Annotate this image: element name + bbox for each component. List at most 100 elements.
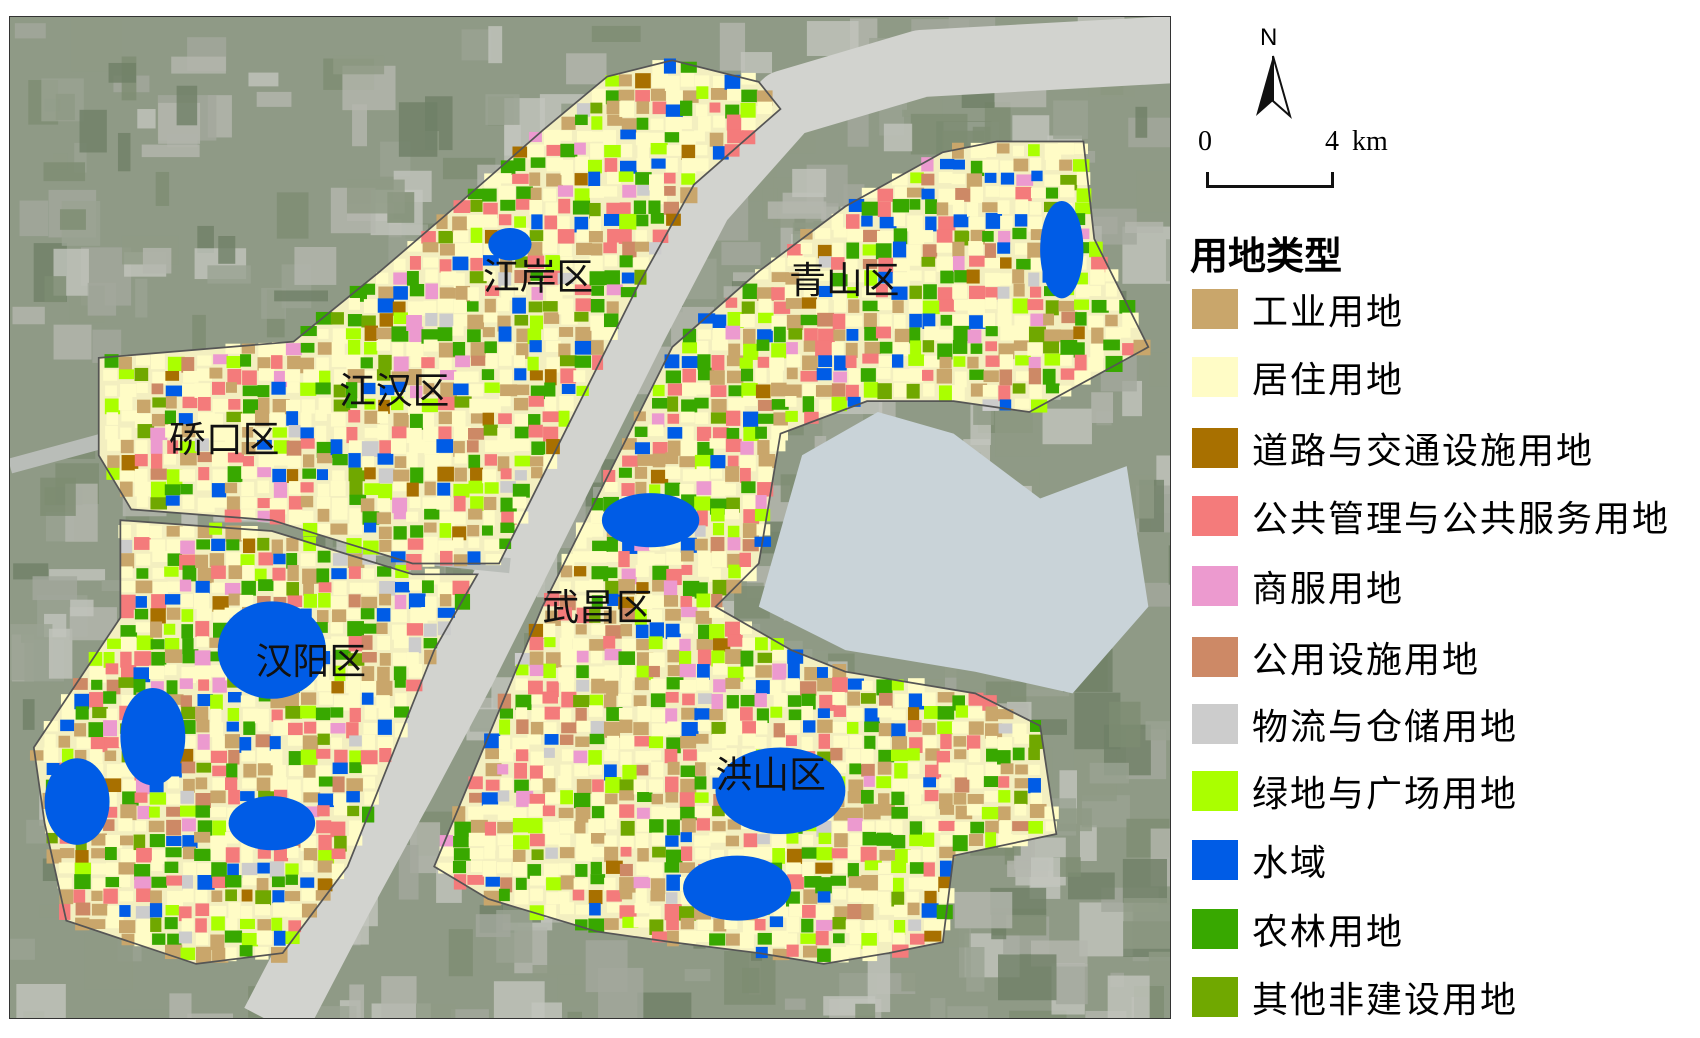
land-parcel [209,367,223,379]
land-parcel [906,187,925,198]
land-parcel [921,173,935,186]
land-parcel [104,737,120,749]
land-parcel [634,677,649,691]
land-parcel [164,649,183,663]
land-parcel [60,719,75,732]
land-parcel [682,382,697,397]
land-parcel [376,622,388,634]
land-parcel [741,481,756,494]
land-parcel [1014,733,1029,744]
land-parcel [559,595,576,611]
land-parcel [287,595,303,608]
legend-item: 水域 [1192,838,1328,884]
north-arrow-icon [1256,55,1292,120]
land-parcel [923,355,941,368]
land-parcel [846,807,863,819]
land-parcel [756,720,768,735]
land-parcel [515,198,531,210]
land-parcel [742,637,756,650]
land-parcel [166,680,178,695]
land-parcel [470,227,483,244]
land-parcel [300,482,314,493]
land-parcel [194,650,211,666]
land-parcel [408,663,423,678]
land-parcel [862,821,875,832]
land-parcel [497,834,515,846]
land-parcel [1014,778,1032,789]
land-parcel [924,764,942,780]
land-parcel [120,553,135,569]
land-parcel [544,382,556,397]
land-parcel [681,356,698,368]
land-parcel [576,269,591,286]
land-parcel [861,789,874,804]
land-parcel [940,835,954,846]
land-parcel [940,314,958,326]
land-parcel [378,483,393,500]
land-parcel [665,708,678,724]
land-parcel [136,847,152,863]
land-parcel [166,806,182,817]
land-parcel [349,508,362,525]
land-parcel [606,284,623,296]
land-parcel [60,694,77,709]
land-parcel [74,723,87,737]
land-parcel [770,706,783,718]
land-parcel [181,424,197,438]
land-parcel [179,678,193,689]
land-parcel [847,287,859,299]
land-parcel [635,132,650,146]
land-parcel [453,495,466,512]
land-parcel [1043,313,1055,326]
land-parcel [939,299,956,312]
land-parcel [317,483,330,497]
land-parcel [119,874,131,888]
land-parcel [773,412,788,426]
land-parcel [619,863,633,877]
land-parcel [832,272,848,287]
land-parcel [785,410,798,422]
land-parcel [816,270,831,281]
land-parcel [152,567,165,579]
land-parcel [332,553,348,566]
land-parcel [406,679,423,692]
land-parcel [364,427,380,438]
land-parcel [91,863,108,875]
land-parcel [966,269,980,284]
land-parcel [575,114,588,126]
land-parcel [739,552,751,568]
land-parcel [212,677,227,693]
land-parcel [1106,299,1123,311]
land-parcel [667,383,683,396]
land-parcel [891,709,906,721]
land-parcel [319,692,333,705]
land-parcel [528,680,543,695]
land-parcel [664,482,681,496]
land-parcel [304,721,317,734]
legend-label: 工业用地 [1252,292,1405,333]
land-parcel [500,877,513,893]
land-parcel [953,356,966,367]
land-parcel [711,355,725,371]
land-parcel [786,832,799,844]
land-parcel [104,750,117,762]
land-parcel [650,693,666,708]
land-parcel [984,790,998,802]
land-parcel [818,355,833,368]
land-parcel [618,171,634,182]
land-parcel [711,650,725,667]
land-parcel [879,849,896,861]
land-parcel [665,157,678,173]
land-parcel [968,748,981,763]
land-parcel [211,862,227,879]
land-parcel [834,860,848,874]
land-parcel [361,692,374,705]
land-parcel [531,441,546,455]
land-parcel [393,412,409,428]
land-parcel [242,370,257,386]
land-parcel [727,553,741,568]
land-parcel [347,835,363,846]
land-parcel [576,131,592,142]
land-parcel [134,608,149,620]
land-parcel [559,327,574,337]
